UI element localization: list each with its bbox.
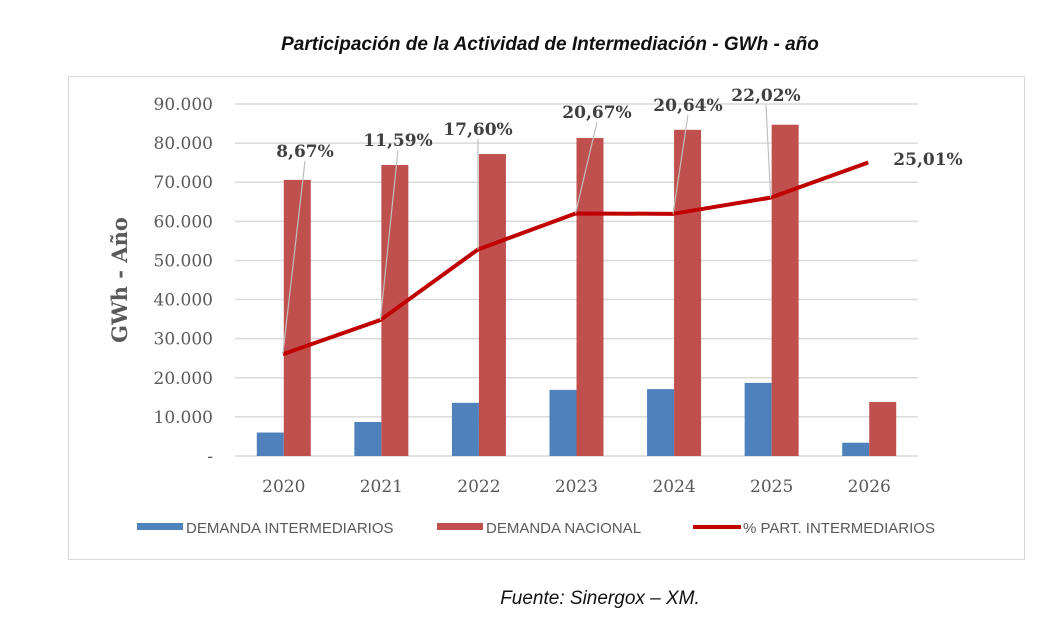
bar-demanda-intermediarios: [842, 442, 870, 456]
y-axis-title: GWh - Año: [107, 217, 132, 343]
y-tick-label: 60.000: [154, 212, 213, 232]
bar-demanda-intermediarios: [354, 421, 382, 456]
chart-title: Participación de la Actividad de Interme…: [281, 34, 819, 55]
legend-label: DEMANDA NACIONAL: [486, 520, 641, 537]
x-tick-label: 2022: [457, 477, 500, 497]
x-tick-label: 2020: [262, 477, 305, 497]
label-leader-line: [282, 160, 306, 355]
data-label: 20,64%: [653, 96, 722, 116]
label-leader-line: [672, 114, 689, 214]
bar-demanda-intermediarios: [647, 389, 675, 456]
bar-demanda-intermediarios: [256, 432, 284, 456]
y-tick-label: 90.000: [154, 95, 213, 115]
bar-demanda-intermediarios: [451, 402, 479, 456]
bar-demanda-intermediarios: [549, 389, 577, 456]
legend-swatch: [437, 523, 483, 530]
data-label: 22,02%: [731, 86, 800, 106]
y-tick-label: 30.000: [154, 330, 213, 350]
x-tick-label: 2026: [848, 477, 891, 497]
data-label: 20,67%: [562, 103, 631, 123]
bar-demanda-intermediarios: [744, 382, 772, 456]
y-tick-label: 80.000: [154, 134, 213, 154]
y-tick-label: -: [207, 447, 213, 467]
x-tick-label: 2023: [555, 477, 598, 497]
data-label: 8,67%: [276, 142, 334, 162]
bar-demanda-nacional: [283, 179, 311, 456]
bar-demanda-nacional: [674, 129, 702, 456]
y-tick-label: 10.000: [154, 408, 213, 428]
label-leader-line: [379, 149, 399, 321]
legend-label: % PART. INTERMEDIARIOS: [743, 520, 935, 537]
y-tick-label: 70.000: [154, 173, 213, 193]
x-tick-label: 2021: [360, 477, 403, 497]
bar-demanda-nacional: [869, 402, 897, 456]
source-note: Fuente: Sinergox – XM.: [500, 588, 700, 609]
chart-frame: [68, 76, 1025, 560]
legend-label: DEMANDA INTERMEDIARIOS: [186, 520, 394, 537]
label-leader-line: [765, 104, 772, 198]
bar-demanda-nacional: [771, 124, 799, 457]
data-label: 25,01%: [893, 150, 962, 170]
y-tick-label: 40.000: [154, 291, 213, 311]
y-tick-label: 50.000: [154, 251, 213, 271]
label-leader-line: [574, 121, 598, 214]
data-label: 11,59%: [363, 131, 432, 151]
bar-demanda-nacional: [576, 138, 604, 456]
y-tick-label: 20.000: [154, 369, 213, 389]
data-label: 17,60%: [443, 120, 512, 140]
legend-swatch: [137, 523, 183, 530]
x-tick-label: 2025: [750, 477, 793, 497]
bar-demanda-nacional: [478, 154, 506, 456]
x-tick-label: 2024: [652, 477, 695, 497]
